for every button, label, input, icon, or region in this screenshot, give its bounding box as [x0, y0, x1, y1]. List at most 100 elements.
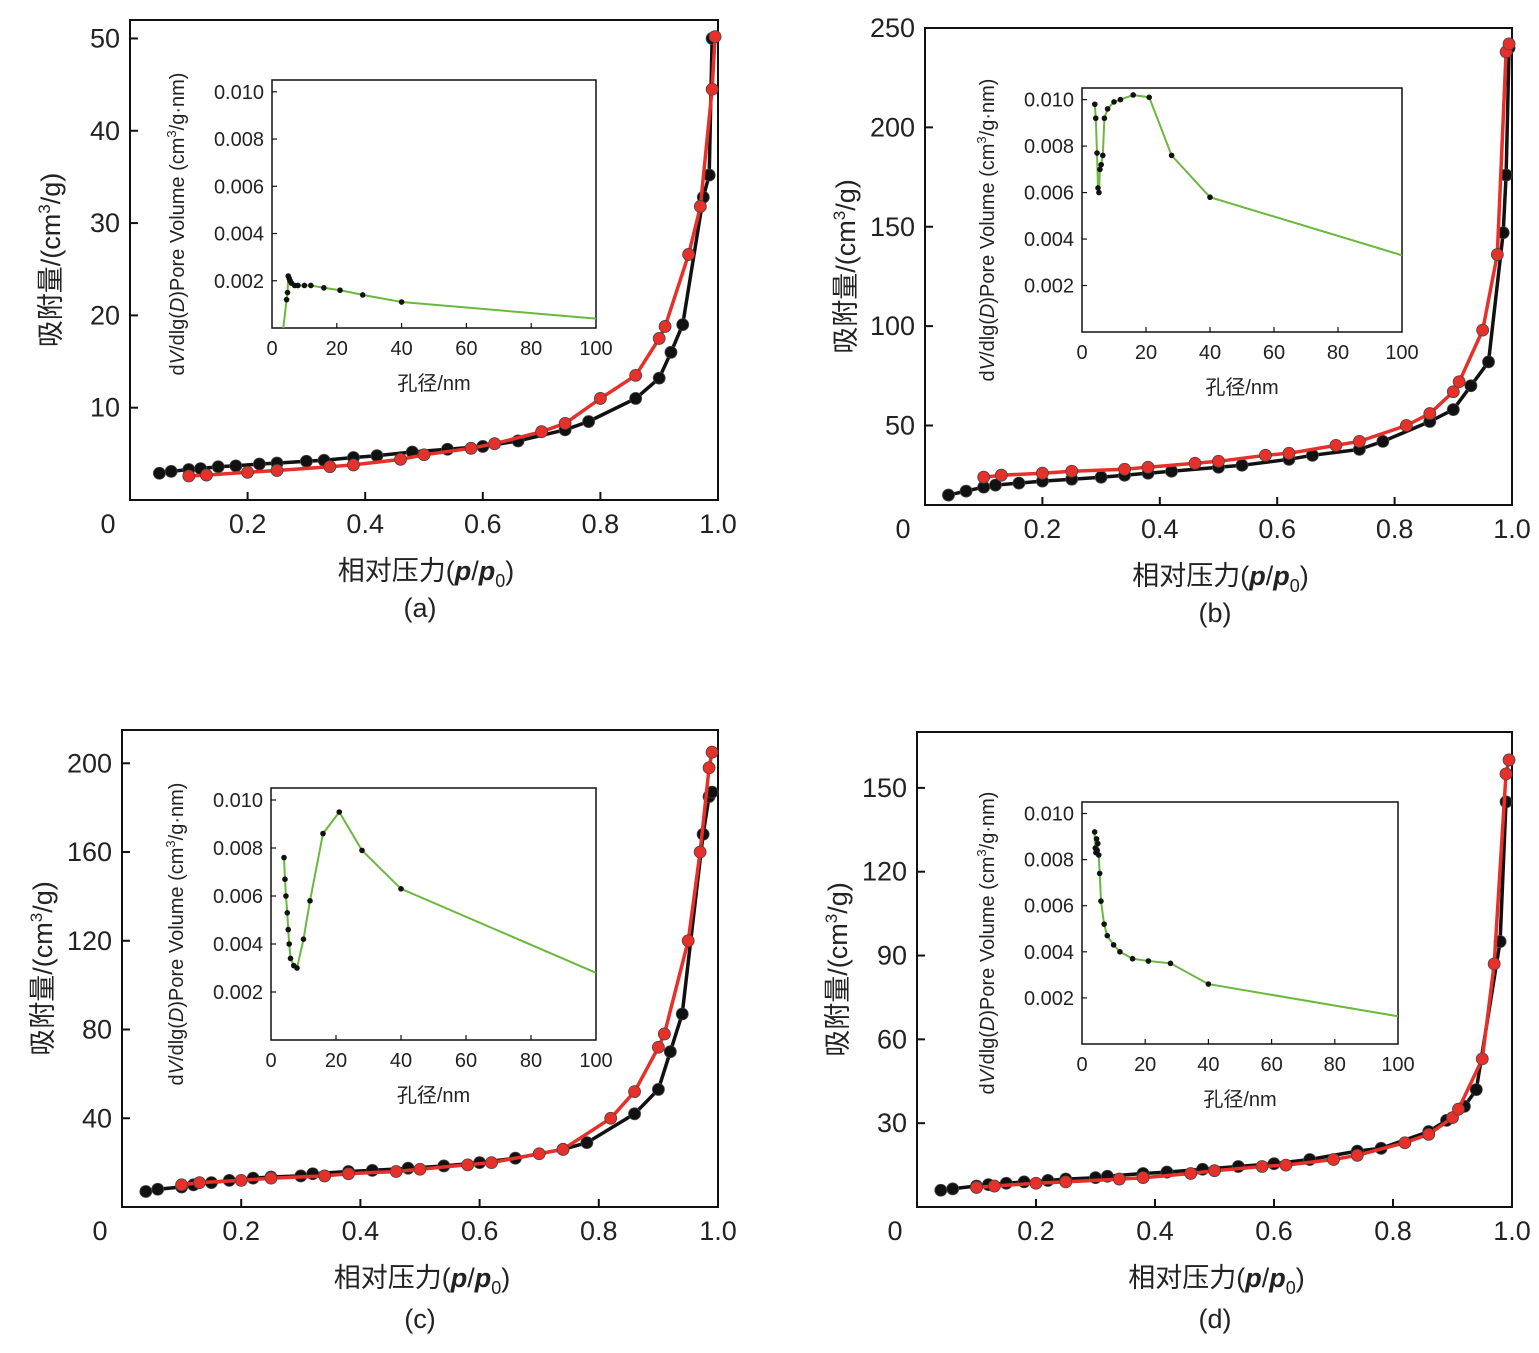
- x-tick-label: 0.2: [1017, 1216, 1055, 1246]
- x-tick-label: 0.4: [342, 1216, 380, 1246]
- inset-data-point: [1098, 161, 1104, 168]
- inset-y-tick-label: 0.006: [1024, 183, 1074, 205]
- inset-data-point: [1101, 115, 1108, 122]
- y-tick-label: 200: [870, 112, 915, 142]
- data-point-adsorption: [1376, 434, 1390, 448]
- inset-x-tick-label: 80: [1324, 1054, 1346, 1076]
- inset-data-point: [1094, 150, 1100, 156]
- data-point-adsorption: [139, 1185, 153, 1198]
- data-point-adsorption: [582, 415, 596, 428]
- inset-y-tick-label: 0.002: [1024, 276, 1074, 298]
- data-point-adsorption: [370, 449, 384, 463]
- data-point-desorption: [1399, 419, 1413, 432]
- data-point-desorption: [657, 1027, 671, 1041]
- data-point-desorption: [175, 1178, 189, 1192]
- data-point-desorption: [1452, 375, 1466, 389]
- data-point-desorption: [1423, 407, 1437, 420]
- y-tick-label: 30: [877, 1108, 907, 1138]
- data-point-desorption: [1352, 434, 1366, 448]
- data-point-adsorption: [1464, 379, 1478, 393]
- y-tick-label: 50: [885, 411, 915, 441]
- inset-data-point: [336, 809, 343, 815]
- y-tick-label: 40: [82, 1103, 112, 1133]
- inset-data-point: [1205, 981, 1212, 987]
- inset-x-axis-label: 孔径/nm: [397, 1084, 470, 1107]
- inset-data-point: [287, 955, 294, 962]
- x-tick-label: 0: [100, 509, 115, 539]
- data-point-adsorption: [151, 1182, 165, 1196]
- inset-data-point: [1111, 99, 1117, 105]
- inset-x-tick-label: 60: [1260, 1054, 1282, 1076]
- data-point-desorption: [1475, 1052, 1489, 1066]
- data-point-adsorption: [164, 464, 178, 478]
- inset-data-point: [283, 296, 290, 303]
- data-point-desorption: [994, 468, 1008, 482]
- x-tick-label: 0.6: [1258, 514, 1296, 544]
- y-tick-label: 60: [877, 1024, 907, 1054]
- panel-label: (a): [404, 593, 437, 623]
- x-tick-label: 0.8: [1374, 1216, 1412, 1246]
- data-point-desorption: [1282, 446, 1296, 460]
- inset-data-point: [1168, 152, 1175, 159]
- data-point-desorption: [682, 248, 695, 261]
- data-point-desorption: [1490, 248, 1504, 261]
- data-point-adsorption: [676, 318, 690, 332]
- inset-x-tick-label: 40: [390, 338, 412, 360]
- y-tick-label: 30: [90, 208, 120, 238]
- inset-data-point: [1104, 106, 1111, 112]
- inset-x-tick-label: 60: [455, 1050, 477, 1072]
- inset-data-point: [282, 876, 288, 882]
- data-point-desorption: [234, 1173, 248, 1187]
- inset-frame: [1081, 87, 1403, 333]
- data-point-desorption: [705, 745, 719, 759]
- inset-x-axis-label: 孔径/nm: [1203, 1088, 1276, 1111]
- inset-data-point: [1097, 166, 1103, 173]
- inset-data-point: [294, 965, 300, 971]
- data-point-adsorption: [652, 1083, 665, 1096]
- data-point-desorption: [1329, 438, 1343, 452]
- inset-data-point: [307, 898, 313, 904]
- inset-data-point: [301, 282, 308, 289]
- data-point-desorption: [1502, 37, 1516, 51]
- inset-y-tick-label: 0.010: [213, 790, 263, 812]
- x-tick-label: 0: [92, 1216, 107, 1246]
- data-point-desorption: [264, 1171, 278, 1185]
- inset-y-tick-label: 0.004: [1024, 229, 1074, 251]
- y-tick-label: 50: [90, 23, 120, 53]
- inset-y-axis-label: dV/dlg(D)Pore Volume (cm3/g·nm): [974, 792, 999, 1095]
- inset-frame: [1081, 801, 1399, 1045]
- series-line-desorption: [976, 759, 1511, 1190]
- inset-data-point: [1130, 92, 1136, 98]
- data-point-desorption: [417, 448, 431, 462]
- inset-data-point: [1110, 942, 1117, 948]
- data-point-desorption: [1446, 385, 1460, 399]
- inset-x-tick-label: 40: [390, 1050, 412, 1072]
- chart-panel-b: 0 0.2 0.4 0.6 0.8 1.050100150200250相对压力(p/p0)…: [830, 13, 1531, 628]
- inset-chart: 0 20 40 60 80 100 0.002 0.004 0.006 0.008 0.010 孔径/…: [974, 79, 1419, 399]
- data-point-desorption: [1487, 957, 1501, 971]
- y-tick-label: 150: [862, 773, 907, 803]
- data-point-desorption: [347, 458, 360, 472]
- inset-x-axis-label: 孔径/nm: [397, 372, 470, 395]
- inset-y-axis-label: dV/dlg(D)Pore Volume (cm3/g·nm): [164, 73, 189, 376]
- inset-data-point: [398, 886, 404, 892]
- plot-frame: [129, 19, 719, 501]
- data-point-desorption: [652, 332, 666, 345]
- inset-data-point: [1101, 921, 1107, 927]
- data-point-desorption: [977, 470, 991, 484]
- inset-data-point: [300, 936, 307, 942]
- inset-x-tick-label: 40: [1199, 342, 1221, 364]
- data-point-desorption: [389, 1165, 403, 1178]
- x-tick-label: 0.6: [461, 1216, 499, 1246]
- y-axis-label: 吸附量/(cm3/g): [830, 179, 861, 353]
- data-point-desorption: [628, 1085, 641, 1099]
- inset-x-tick-label: 0: [1076, 1054, 1087, 1076]
- inset-y-tick-label: 0.008: [214, 129, 264, 151]
- inset-data-point: [1167, 960, 1174, 967]
- inset-x-tick-label: 80: [520, 1050, 542, 1072]
- inset-data-point: [1146, 94, 1152, 101]
- inset-x-tick-label: 100: [1381, 1054, 1414, 1076]
- x-tick-label: 0.4: [1141, 514, 1179, 544]
